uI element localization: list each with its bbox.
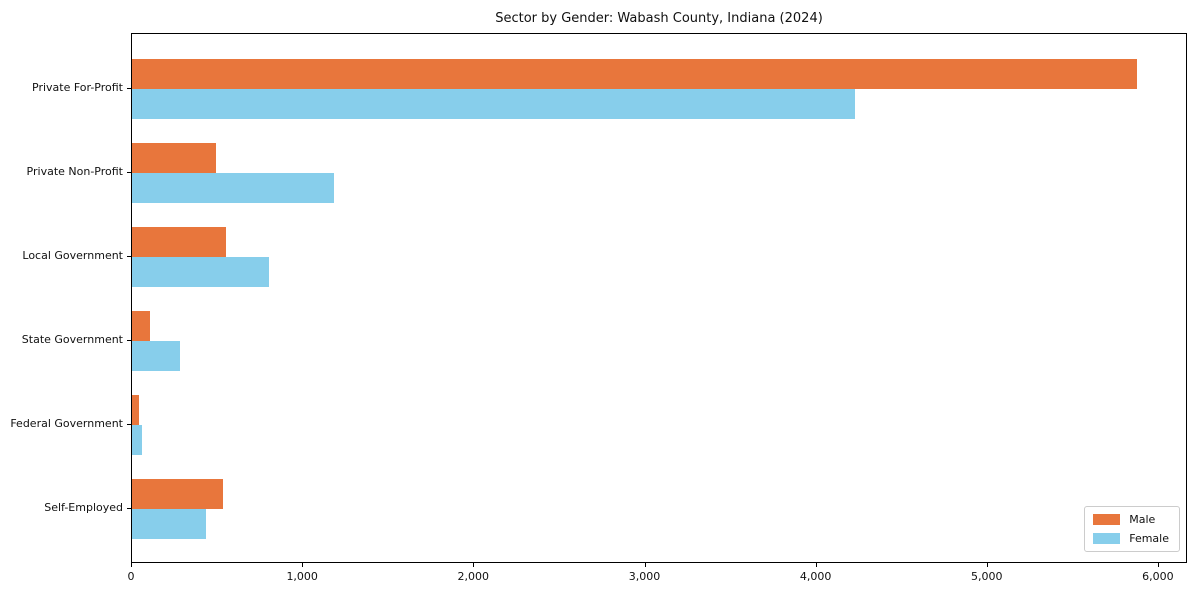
legend-label-male: Male xyxy=(1129,513,1156,526)
x-tick-mark xyxy=(986,563,988,567)
x-tick-label: 1,000 xyxy=(286,570,318,583)
bar-female-private-non-profit xyxy=(132,172,334,203)
legend-swatch-male xyxy=(1093,514,1121,525)
y-axis-label-local-government: Local Government xyxy=(22,248,123,262)
x-tick-mark xyxy=(815,563,817,567)
bar-male-private-for-profit xyxy=(132,58,1137,89)
x-tick-mark xyxy=(131,563,132,567)
x-tick-label: 5,000 xyxy=(971,570,1003,583)
plot-area: Male Female xyxy=(131,33,1187,563)
bar-male-local-government xyxy=(132,226,227,257)
bar-male-private-non-profit xyxy=(132,142,216,173)
bar-male-state-government xyxy=(132,310,150,341)
bar-female-local-government xyxy=(132,256,269,287)
x-tick-mark xyxy=(473,563,475,567)
y-tick-mark xyxy=(127,423,131,425)
bar-male-self-employed xyxy=(132,478,223,509)
x-tick-mark xyxy=(302,563,304,567)
x-tick-label: 2,000 xyxy=(457,570,490,583)
legend-label-female: Female xyxy=(1129,532,1169,545)
x-tick-mark xyxy=(644,563,646,567)
y-tick-mark xyxy=(127,87,131,89)
y-tick-mark xyxy=(127,171,131,173)
y-axis-label-self-employed: Self-Employed xyxy=(44,500,123,514)
bar-female-state-government xyxy=(132,340,180,371)
x-tick-label: 6,000 xyxy=(1142,570,1174,583)
x-tick-label: 3,000 xyxy=(628,570,661,583)
bar-male-federal-government xyxy=(132,394,140,425)
x-tick-mark xyxy=(1157,563,1159,567)
legend-entry-male: Male xyxy=(1093,513,1169,526)
legend-entry-female: Female xyxy=(1093,532,1169,545)
y-tick-mark xyxy=(127,507,131,509)
y-axis-label-state-government: State Government xyxy=(21,332,123,346)
y-axis-label-private-for-profit: Private For-Profit xyxy=(32,80,123,94)
y-tick-mark xyxy=(127,339,131,341)
bar-female-private-for-profit xyxy=(132,88,856,119)
chart-title: Sector by Gender: Wabash County, Indiana… xyxy=(495,11,823,26)
bar-female-federal-government xyxy=(132,424,142,455)
bar-female-self-employed xyxy=(132,508,206,539)
legend: Male Female xyxy=(1084,506,1180,552)
y-tick-mark xyxy=(127,255,131,257)
y-axis-label-private-non-profit: Private Non-Profit xyxy=(26,164,123,178)
legend-swatch-female xyxy=(1093,533,1121,544)
y-axis-label-federal-government: Federal Government xyxy=(10,416,123,430)
x-tick-label: 0 xyxy=(127,570,135,583)
x-tick-label: 4,000 xyxy=(799,570,832,583)
